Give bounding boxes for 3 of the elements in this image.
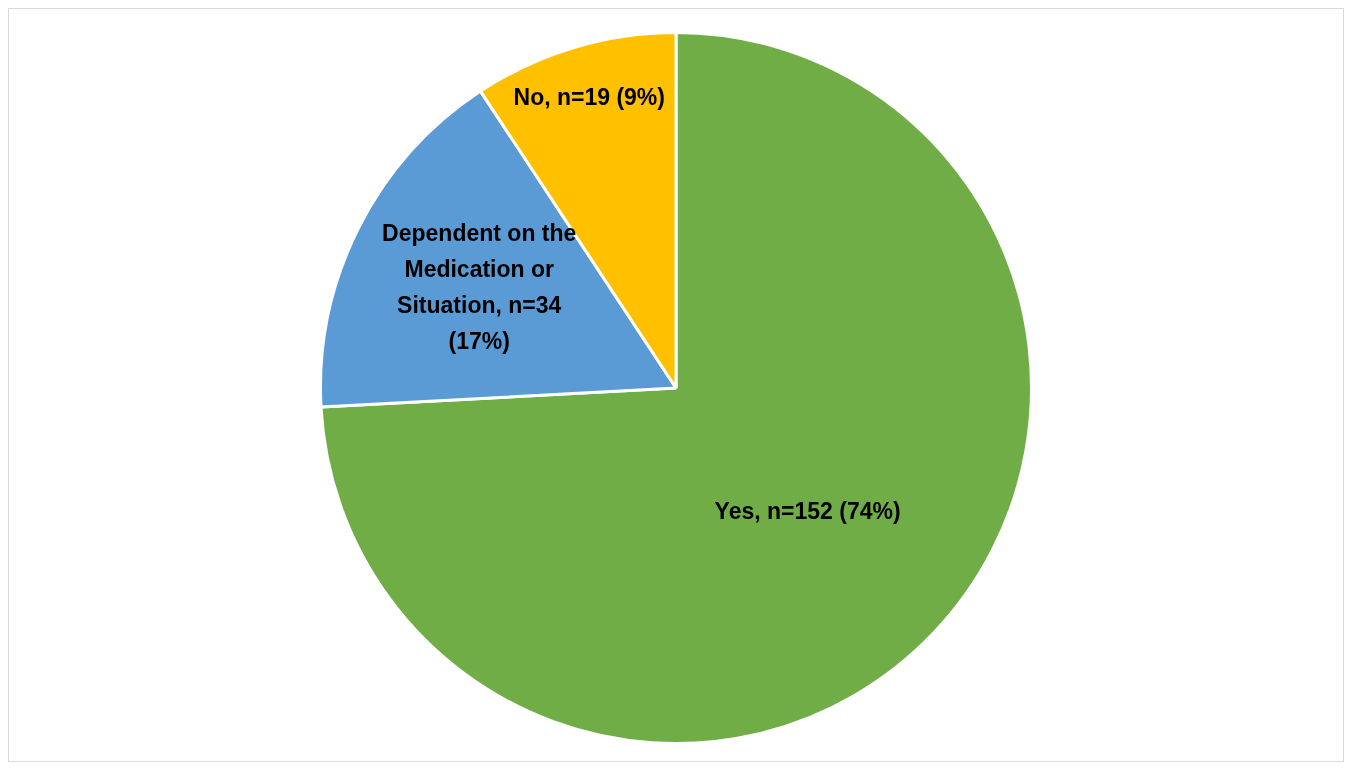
slice-label: No, n=19 (9%) — [513, 83, 665, 110]
slice-label: Yes, n=152 (74%) — [714, 498, 901, 525]
slice-label: Dependent on the Medication or Situation, n=34 (17%) — [382, 220, 577, 355]
